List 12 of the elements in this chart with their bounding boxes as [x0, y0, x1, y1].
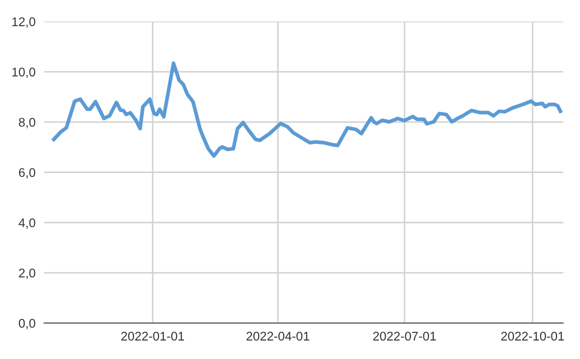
x-tick-label: 2022-04-01: [246, 332, 310, 341]
y-tick-label: 10,0: [12, 68, 36, 78]
y-tick-label: 0,0: [18, 318, 36, 330]
y-tick-label: 8,0: [18, 118, 36, 128]
x-tick-label: 2022-07-01: [373, 332, 436, 341]
y-tick-label: 6,0: [19, 168, 36, 178]
x-tick-label: 2022-01-01: [121, 332, 184, 341]
y-tick-label: 12,0: [12, 17, 36, 28]
line-series: [52, 61, 562, 158]
y-tick-label: 2,0: [19, 268, 36, 279]
y-tick-label: 4,0: [18, 218, 36, 229]
x-tick-label: 2022-10-01: [501, 332, 564, 341]
